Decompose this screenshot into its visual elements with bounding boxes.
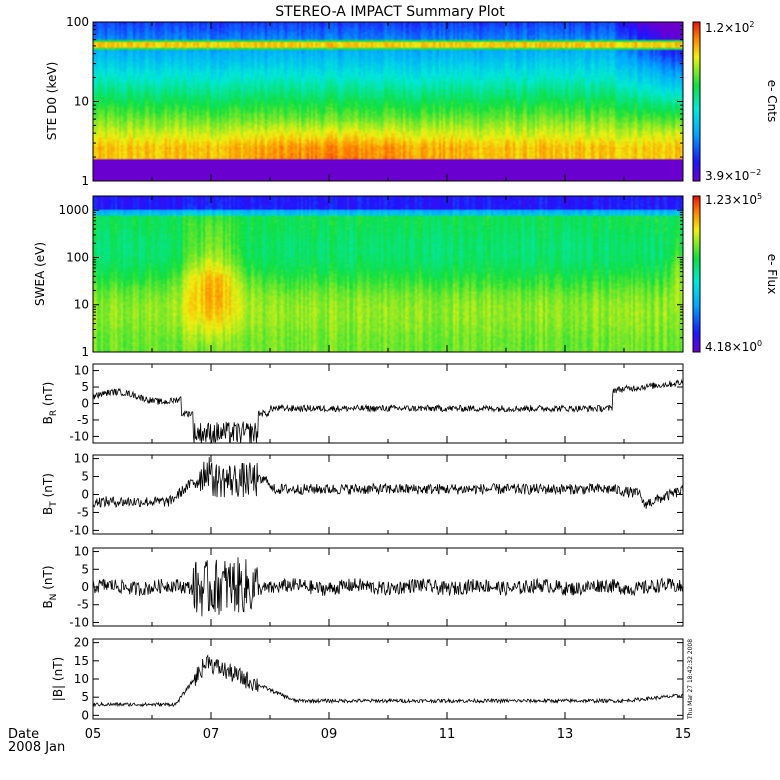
bn-trace <box>92 557 684 617</box>
bmag-ylabel: |B| (nT) <box>51 657 65 701</box>
swea-panel: 1 10 100 1000 SWEA (eV) 1.23×105 4.18×100 e… <box>33 192 779 359</box>
x-axis: 05 07 09 11 13 15 <box>85 22 692 742</box>
ytick-label: 100 <box>66 250 89 264</box>
bmag-yticks: 0 5 10 15 20 <box>74 636 683 722</box>
ytick-label: 10 <box>74 95 89 109</box>
bt-trace <box>92 457 684 509</box>
ste-colorbar-max: 1.2×102 <box>705 20 755 35</box>
ytick-label: 10 <box>74 364 89 378</box>
swea-colorbar <box>692 195 701 353</box>
ytick-label: 20 <box>74 636 89 650</box>
ytick-label: 0 <box>81 488 89 502</box>
ytick-label: 0 <box>81 397 89 411</box>
xtick-label: 05 <box>85 727 102 742</box>
xtick-label: 09 <box>321 727 338 742</box>
ste-ylabel: STE D0 (keV) <box>45 62 59 141</box>
br-trace <box>92 378 684 445</box>
bn-ylabel: BN (nT) <box>41 565 59 608</box>
ytick-label: 1000 <box>58 203 89 217</box>
bt-yticks: -10 -5 0 5 10 <box>69 452 683 537</box>
swea-colorbar-max: 1.23×105 <box>705 192 762 207</box>
ste-colorbar-min: 3.9×10−2 <box>705 168 761 183</box>
chart-title: STEREO-A IMPACT Summary Plot <box>275 4 505 20</box>
ste-colorbar <box>692 21 701 182</box>
br-ylabel: BR (nT) <box>41 382 59 425</box>
xtick-label: 15 <box>675 727 692 742</box>
ste-spectrogram <box>93 22 683 181</box>
bt-ylabel: BT (nT) <box>41 473 59 515</box>
ste-yticks: 1 10 100 <box>66 15 683 188</box>
ytick-label: 1 <box>81 345 89 359</box>
ytick-label: -5 <box>77 413 89 427</box>
bt-panel: -10 -5 0 5 10 BT (nT) <box>41 452 684 537</box>
swea-yticks: 1 10 100 1000 <box>58 195 683 359</box>
ytick-label: -10 <box>69 615 89 629</box>
ytick-label: 10 <box>74 452 89 466</box>
ste-panel: 1 10 100 STE D0 (keV) 1.2×102 3.9×10−2 e- … <box>45 15 779 188</box>
ytick-label: -10 <box>69 429 89 443</box>
ytick-label: 5 <box>81 470 89 484</box>
ytick-label: 0 <box>81 580 89 594</box>
xtick-label: 11 <box>439 727 456 742</box>
br-yticks: -10 -5 0 5 10 <box>69 364 683 443</box>
br-panel: -10 -5 0 5 10 BR (nT) <box>41 363 684 445</box>
ste-colorbar-label: e- Cnts <box>765 80 779 122</box>
ytick-label: 10 <box>74 672 89 686</box>
ytick-label: -10 <box>69 523 89 537</box>
ytick-label: 1 <box>81 174 89 188</box>
ytick-label: 5 <box>81 690 89 704</box>
bmag-trace <box>92 654 684 708</box>
swea-spectrogram <box>93 196 683 352</box>
ytick-label: -5 <box>77 505 89 519</box>
bn-yticks: -10 -5 0 5 10 <box>69 545 683 629</box>
bn-panel: -10 -5 0 5 10 BN (nT) <box>41 545 684 629</box>
ytick-label: 5 <box>81 380 89 394</box>
bmag-panel: 0 5 10 15 20 |B| (nT) <box>51 636 684 722</box>
swea-ylabel: SWEA (eV) <box>33 242 47 306</box>
ytick-label: -5 <box>77 598 89 612</box>
xtick-label: 07 <box>203 727 220 742</box>
xtick-label: 13 <box>557 727 574 742</box>
ytick-label: 5 <box>81 562 89 576</box>
swea-colorbar-label: e- Flux <box>765 254 779 294</box>
swea-colorbar-min: 4.18×100 <box>705 339 762 354</box>
ytick-label: 15 <box>74 654 89 668</box>
ytick-label: 10 <box>74 298 89 312</box>
ytick-label: 100 <box>66 15 89 29</box>
ytick-label: 10 <box>74 545 89 559</box>
ytick-label: 0 <box>81 708 89 722</box>
timestamp: Thu Mar 27 18:42:32 2008 <box>687 639 694 720</box>
bmag-frame <box>92 638 684 720</box>
date-label: Date <box>8 727 39 742</box>
date-value: 2008 Jan <box>8 740 65 755</box>
